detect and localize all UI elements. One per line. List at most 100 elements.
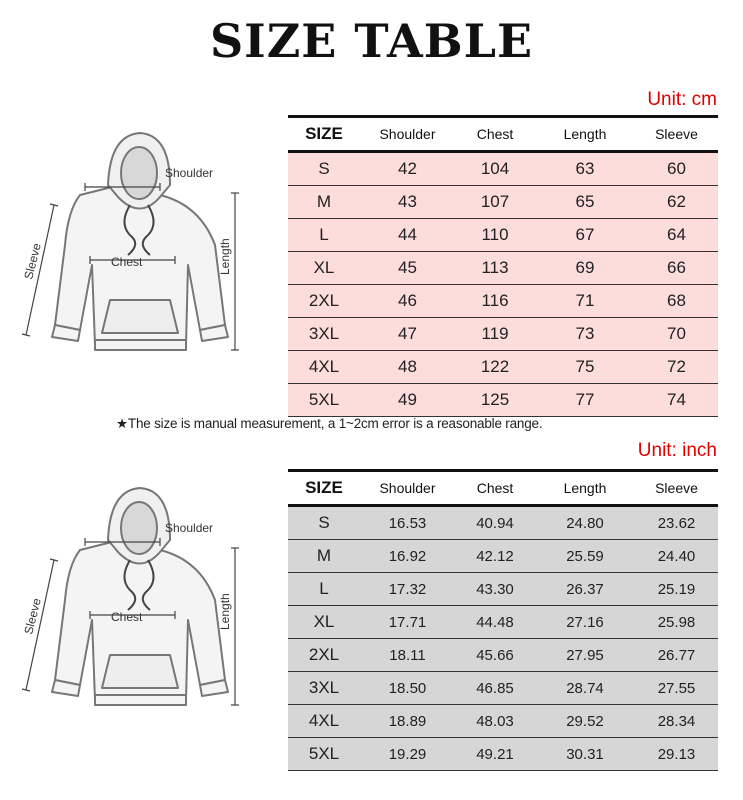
cell-shoulder: 18.11 (360, 638, 455, 672)
cell-chest: 46.85 (455, 671, 535, 705)
cell-sleeve: 25.19 (635, 572, 718, 606)
col-header-size: SIZE (288, 469, 360, 507)
table-row: L 44 110 67 64 (288, 218, 718, 252)
hoodie-figure-inch: Shoulder Chest Length Sleeve (10, 480, 250, 720)
chest-label: Chest (111, 610, 143, 624)
cell-shoulder: 45 (360, 251, 455, 285)
measurement-note: ★The size is manual measurement, a 1~2cm… (116, 416, 543, 431)
cell-chest: 122 (455, 350, 535, 384)
length-label: Length (218, 593, 232, 630)
cell-size: XL (288, 605, 360, 639)
col-header-sleeve: Sleeve (635, 469, 718, 507)
table-header: SIZE Shoulder Chest Length Sleeve (288, 115, 718, 153)
cell-chest: 104 (455, 151, 535, 186)
table-row: 5XL 49 125 77 74 (288, 383, 718, 417)
cell-chest: 44.48 (455, 605, 535, 639)
cell-length: 69 (535, 251, 635, 285)
cell-size: M (288, 539, 360, 573)
cell-size: 3XL (288, 317, 360, 351)
cell-sleeve: 24.40 (635, 539, 718, 573)
table-row: S 16.53 40.94 24.80 23.62 (288, 505, 718, 540)
sleeve-label: Sleeve (21, 596, 44, 635)
cell-size: S (288, 505, 360, 540)
cell-length: 75 (535, 350, 635, 384)
table-row: 4XL 48 122 75 72 (288, 350, 718, 384)
cell-length: 67 (535, 218, 635, 252)
cell-shoulder: 43 (360, 185, 455, 219)
cell-length: 77 (535, 383, 635, 417)
cell-chest: 107 (455, 185, 535, 219)
size-table-cm: SIZE Shoulder Chest Length Sleeve S 42 104… (288, 115, 718, 417)
cell-length: 63 (535, 151, 635, 186)
cell-length: 30.31 (535, 737, 635, 771)
hoodie-diagram: Shoulder Chest Length Sleeve (21, 487, 239, 706)
col-header-length: Length (535, 469, 635, 507)
cell-sleeve: 23.62 (635, 505, 718, 540)
cell-shoulder: 44 (360, 218, 455, 252)
cell-length: 25.59 (535, 539, 635, 573)
col-header-chest: Chest (455, 115, 535, 153)
cell-size: 3XL (288, 671, 360, 705)
table-row: S 42 104 63 60 (288, 151, 718, 186)
table-row: M 16.92 42.12 25.59 24.40 (288, 539, 718, 573)
table-row: 4XL 18.89 48.03 29.52 28.34 (288, 704, 718, 738)
cell-sleeve: 26.77 (635, 638, 718, 672)
shoulder-label: Shoulder (165, 166, 213, 180)
cell-shoulder: 19.29 (360, 737, 455, 771)
cell-size: 2XL (288, 284, 360, 318)
cell-shoulder: 47 (360, 317, 455, 351)
cell-shoulder: 49 (360, 383, 455, 417)
cell-shoulder: 18.50 (360, 671, 455, 705)
table-row: 3XL 18.50 46.85 28.74 27.55 (288, 671, 718, 705)
shoulder-label: Shoulder (165, 521, 213, 535)
cell-shoulder: 17.71 (360, 605, 455, 639)
cell-size: XL (288, 251, 360, 285)
cell-sleeve: 64 (635, 218, 718, 252)
unit-cm-label: Unit: cm (647, 89, 717, 110)
cell-size: L (288, 572, 360, 606)
col-header-size: SIZE (288, 115, 360, 153)
cell-size: S (288, 151, 360, 186)
page-title: SIZE TABLE (209, 14, 534, 68)
col-header-sleeve: Sleeve (635, 115, 718, 153)
cell-sleeve: 27.55 (635, 671, 718, 705)
cell-shoulder: 42 (360, 151, 455, 186)
cell-size: 4XL (288, 350, 360, 384)
cell-shoulder: 46 (360, 284, 455, 318)
table-row: L 17.32 43.30 26.37 25.19 (288, 572, 718, 606)
cell-length: 27.95 (535, 638, 635, 672)
unit-inch-label: Unit: inch (637, 440, 717, 461)
hoodie-figure-cm: Shoulder Chest Length Sleeve (10, 125, 250, 365)
cell-sleeve: 74 (635, 383, 718, 417)
col-header-length: Length (535, 115, 635, 153)
table-row: M 43 107 65 62 (288, 185, 718, 219)
hoodie-diagram: Shoulder Chest Length Sleeve (21, 132, 239, 351)
cell-length: 26.37 (535, 572, 635, 606)
cell-sleeve: 25.98 (635, 605, 718, 639)
cell-chest: 113 (455, 251, 535, 285)
length-label: Length (218, 238, 232, 275)
cell-chest: 45.66 (455, 638, 535, 672)
cell-shoulder: 48 (360, 350, 455, 384)
cell-chest: 110 (455, 218, 535, 252)
cell-size: L (288, 218, 360, 252)
cell-shoulder: 18.89 (360, 704, 455, 738)
cell-sleeve: 29.13 (635, 737, 718, 771)
cell-sleeve: 62 (635, 185, 718, 219)
cell-sleeve: 70 (635, 317, 718, 351)
cell-chest: 125 (455, 383, 535, 417)
cell-chest: 42.12 (455, 539, 535, 573)
table-row: 5XL 19.29 49.21 30.31 29.13 (288, 737, 718, 771)
col-header-shoulder: Shoulder (360, 115, 455, 153)
cell-size: 5XL (288, 383, 360, 417)
cell-sleeve: 68 (635, 284, 718, 318)
cell-chest: 43.30 (455, 572, 535, 606)
col-header-chest: Chest (455, 469, 535, 507)
cell-sleeve: 66 (635, 251, 718, 285)
table-row: XL 17.71 44.48 27.16 25.98 (288, 605, 718, 639)
cell-chest: 119 (455, 317, 535, 351)
cell-length: 65 (535, 185, 635, 219)
table-row: 2XL 46 116 71 68 (288, 284, 718, 318)
cell-length: 71 (535, 284, 635, 318)
cell-chest: 48.03 (455, 704, 535, 738)
